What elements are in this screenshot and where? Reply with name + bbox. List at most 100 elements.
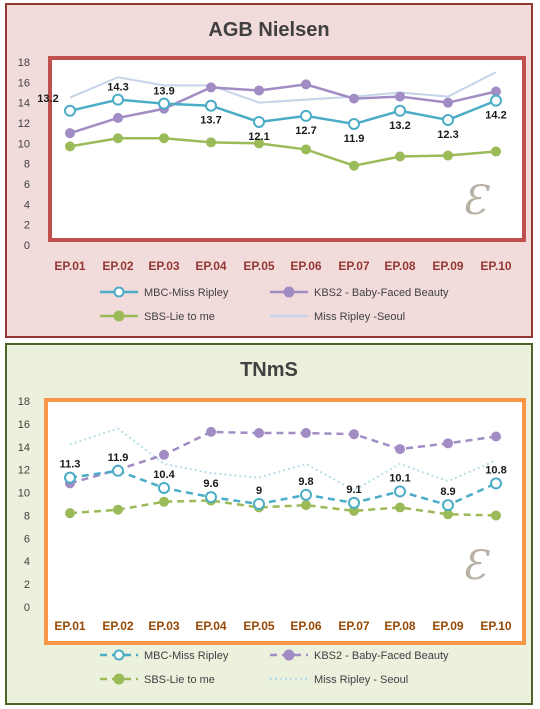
x-tick-label: EP.04 xyxy=(195,259,226,273)
data-point xyxy=(159,133,169,144)
y-tick-label: 16 xyxy=(18,419,30,431)
x-tick-label: EP.04 xyxy=(195,619,226,633)
x-tick-label: EP.06 xyxy=(290,259,321,273)
data-point xyxy=(64,104,76,117)
series-line xyxy=(69,137,497,167)
x-tick-label: EP.10 xyxy=(480,259,511,273)
y-tick-label: 4 xyxy=(24,199,30,211)
legend-marker xyxy=(283,649,295,661)
legend-label: KBS2 - Baby-Faced Beauty xyxy=(314,287,449,299)
data-label: 14.3 xyxy=(107,82,128,94)
chart-0: 0 2 4 6 8 10 12 14 16 18 EP.01 EP.02 EP.03 EP.04 EP.05… xyxy=(18,56,526,323)
x-tick-label: EP.03 xyxy=(148,619,179,633)
legend-label: Miss Ripley - Seoul xyxy=(314,674,408,686)
data-point xyxy=(65,141,75,152)
legend-label: MBC-Miss Ripley xyxy=(144,650,229,662)
y-tick-label: 18 xyxy=(18,57,30,69)
data-point xyxy=(113,112,123,123)
logo-glyph: Ɛ xyxy=(462,543,487,589)
data-point xyxy=(159,449,169,460)
data-point xyxy=(206,426,216,437)
series-line xyxy=(69,71,497,104)
data-point xyxy=(301,144,311,155)
data-point xyxy=(395,151,405,162)
x-tick-label: EP.07 xyxy=(338,259,369,273)
data-point xyxy=(112,464,124,477)
data-label: 10.1 xyxy=(389,472,410,484)
data-point xyxy=(395,444,405,455)
data-label: 13.2 xyxy=(389,120,410,132)
data-label: 9.8 xyxy=(298,476,313,488)
data-label: 9.1 xyxy=(346,484,361,496)
y-tick-label: 6 xyxy=(24,179,30,191)
chart-title: AGB Nielsen xyxy=(208,19,330,41)
y-tick-label: 10 xyxy=(18,138,30,150)
data-label: 11.3 xyxy=(60,459,81,471)
chart-1: 0 2 4 6 8 10 12 14 16 18 EP.01 EP.02 EP.03 EP.04 EP.05… xyxy=(18,396,526,686)
data-point xyxy=(300,488,312,501)
data-point xyxy=(254,428,264,439)
data-point xyxy=(443,509,453,520)
data-point xyxy=(159,496,169,507)
x-tick-label: EP.01 xyxy=(54,619,85,633)
data-point xyxy=(443,150,453,161)
y-tick-label: 2 xyxy=(24,579,30,591)
y-tick-label: 8 xyxy=(24,510,30,522)
data-point xyxy=(301,500,311,511)
x-tick-label: EP.02 xyxy=(102,619,133,633)
data-label: 8.9 xyxy=(440,486,455,498)
data-point xyxy=(113,133,123,144)
data-point xyxy=(442,499,454,512)
data-point xyxy=(301,428,311,439)
data-point xyxy=(300,109,312,122)
data-point xyxy=(394,485,406,498)
data-label: 14.2 xyxy=(485,110,506,122)
legend-label: Miss Ripley -Seoul xyxy=(314,311,405,323)
series-line xyxy=(69,430,497,485)
y-tick-label: 2 xyxy=(24,220,30,232)
data-point xyxy=(490,477,502,490)
legend-label: SBS-Lie to me xyxy=(144,674,215,686)
data-point xyxy=(395,502,405,513)
data-point xyxy=(65,508,75,519)
y-tick-label: 12 xyxy=(18,118,30,130)
data-point xyxy=(443,97,453,108)
data-label: 10.4 xyxy=(153,469,175,481)
data-point xyxy=(158,97,170,110)
series-line xyxy=(69,98,497,126)
data-point xyxy=(349,160,359,171)
data-point xyxy=(395,91,405,102)
chart-title: TNmS xyxy=(240,359,298,381)
data-point xyxy=(206,137,216,148)
y-tick-label: 0 xyxy=(24,240,30,252)
plot-area xyxy=(48,56,526,242)
series-line xyxy=(69,83,497,135)
x-tick-label: EP.09 xyxy=(432,619,463,633)
legend-marker xyxy=(113,649,125,661)
data-label: 10.8 xyxy=(485,464,506,476)
data-point xyxy=(253,498,265,510)
legend-marker xyxy=(113,310,125,322)
x-tick-label: EP.10 xyxy=(480,619,511,633)
x-tick-label: EP.09 xyxy=(432,259,463,273)
data-point xyxy=(349,429,359,440)
watermark-logo-top: Ɛ xyxy=(462,178,487,224)
data-label: 13.9 xyxy=(153,86,174,98)
y-tick-label: 8 xyxy=(24,159,30,171)
y-tick-label: 14 xyxy=(18,98,30,110)
data-label: 11.9 xyxy=(108,452,129,464)
data-label: 11.9 xyxy=(344,133,365,145)
x-tick-label: EP.08 xyxy=(384,259,415,273)
x-tick-label: EP.01 xyxy=(54,259,85,273)
x-tick-label: EP.03 xyxy=(148,259,179,273)
legend-label: SBS-Lie to me xyxy=(144,311,215,323)
y-tick-label: 10 xyxy=(18,488,30,500)
data-point xyxy=(394,104,406,117)
data-point xyxy=(254,138,264,149)
legend-marker xyxy=(113,286,125,298)
watermark-logo-bottom: Ɛ xyxy=(462,543,487,589)
data-label: 12.7 xyxy=(295,125,316,137)
y-tick-label: 12 xyxy=(18,465,30,477)
data-point xyxy=(349,93,359,104)
